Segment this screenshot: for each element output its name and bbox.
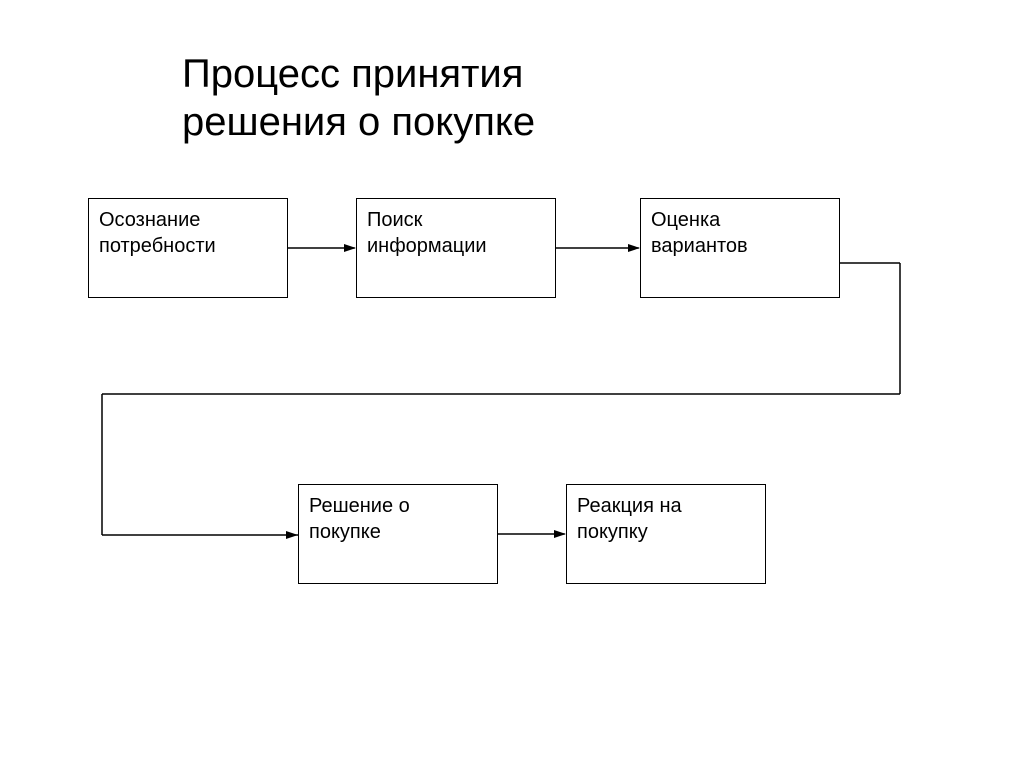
flow-node-n5: Реакция напокупку: [566, 484, 766, 584]
flow-node-n1: Осознаниепотребности: [88, 198, 288, 298]
flow-node-n4: Решение опокупке: [298, 484, 498, 584]
node-label: Осознаниепотребности: [99, 207, 277, 259]
title-line: решения о покупке: [182, 98, 535, 146]
flow-node-n2: Поискинформации: [356, 198, 556, 298]
node-label: Решение опокупке: [309, 493, 487, 545]
diagram-title: Процесс принятиярешения о покупке: [182, 50, 535, 146]
flow-node-n3: Оценкавариантов: [640, 198, 840, 298]
node-label: Поискинформации: [367, 207, 545, 259]
title-line: Процесс принятия: [182, 50, 535, 98]
node-label: Оценкавариантов: [651, 207, 829, 259]
node-label: Реакция напокупку: [577, 493, 755, 545]
